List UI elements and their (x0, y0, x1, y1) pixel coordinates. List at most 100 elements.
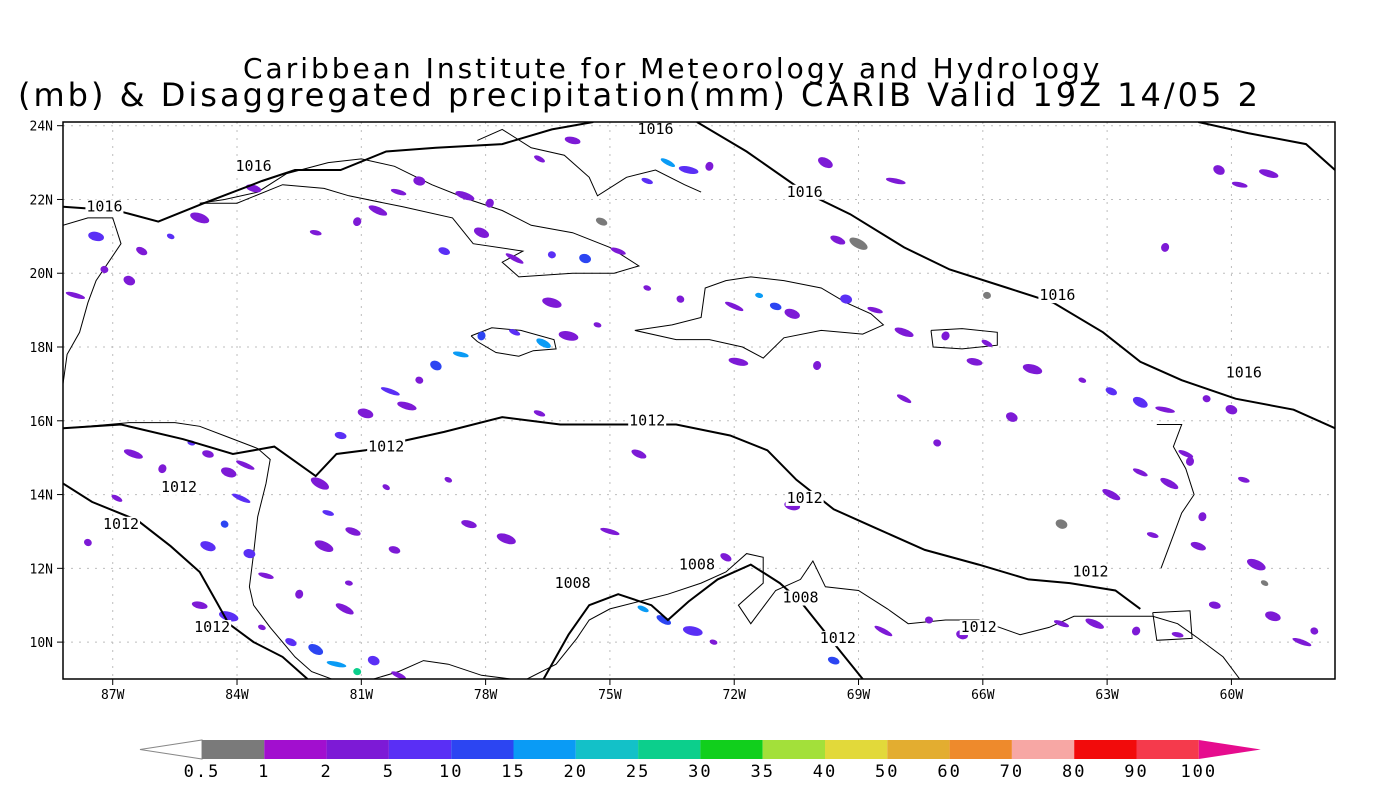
isobar-label: 1008 (555, 574, 591, 592)
precip-cell (335, 603, 354, 615)
precip-cell (344, 580, 353, 586)
precip-cell (430, 360, 442, 371)
coastline-trinidad (1152, 610, 1193, 641)
isobar-label-bg (781, 590, 820, 606)
isobar-label: 1016 (1226, 364, 1262, 382)
precip-cell (728, 357, 749, 366)
colorbar-label: 70 (1000, 762, 1024, 782)
precip-cell (1259, 169, 1279, 178)
map-gridlines (63, 122, 1335, 679)
colorbar-swatch (638, 740, 701, 759)
colorbar-label: 35 (750, 762, 774, 782)
colorbar-label: 2 (320, 762, 332, 782)
isobar-1008 (542, 563, 864, 679)
precip-cell (1208, 601, 1221, 609)
precip-cell (1198, 512, 1207, 522)
precip-cell (1078, 377, 1087, 383)
precip-cell (1185, 456, 1195, 466)
isobar-label: 1008 (782, 589, 818, 607)
x-tick-label: 72W (722, 688, 746, 703)
precip-cell (84, 538, 92, 547)
isobar-label-bg (628, 413, 667, 429)
isobar-labels: 1016 1016 1016 1016 1016 1016 1012 1012 1012 1012… (85, 122, 1263, 647)
y-tick-label: 24N (30, 120, 53, 135)
precip-cell (367, 655, 380, 666)
precip-cell (1055, 519, 1068, 529)
isobar-label: 1012 (629, 411, 665, 429)
y-tick-label: 14N (30, 489, 53, 504)
precip-cell (1246, 558, 1266, 571)
precip-cell (709, 639, 718, 645)
precip-cell (1237, 476, 1250, 483)
colorbar-label: 80 (1062, 762, 1086, 782)
precip-cell (258, 624, 266, 631)
precip-cell (1202, 395, 1211, 403)
isobar-label: 1012 (194, 618, 230, 636)
colorbar-swatch (264, 740, 327, 759)
precip-cell (966, 357, 983, 366)
colorbar-label: 50 (875, 762, 899, 782)
precip-cell (413, 176, 426, 186)
precip-cell (595, 217, 608, 226)
precip-cell (1146, 532, 1159, 539)
colorbar-swatch (513, 740, 576, 759)
precip-cell (220, 520, 229, 528)
precip-cell (236, 460, 255, 470)
coastline-hispaniola (634, 276, 885, 359)
precip-cell (326, 660, 347, 668)
y-tick-label: 18N (30, 341, 53, 356)
precip-cell (415, 376, 424, 384)
y-tick-label: 20N (30, 267, 53, 282)
precip-cell (827, 656, 840, 665)
x-tick-label: 84W (225, 688, 249, 703)
y-tick-label: 12N (30, 562, 53, 577)
colorbar-swatch (326, 740, 389, 759)
isobar-label-bg (677, 557, 716, 573)
precip-cell (941, 331, 950, 341)
precip-cell (678, 165, 699, 175)
precip-cell (1171, 631, 1184, 638)
precip-cell (353, 217, 362, 226)
isobar-label-bg (785, 490, 824, 506)
precip-cell (631, 449, 647, 459)
y-tick-label: 16N (30, 415, 53, 430)
colorbar-swatch (388, 740, 452, 759)
plot-frame (62, 121, 1336, 680)
isobar-label: 1012 (103, 515, 139, 533)
precip-cell (136, 246, 148, 256)
coastline-colombia-coast (526, 553, 1241, 679)
precip-cell (676, 295, 685, 303)
isobar-label-bg (1224, 365, 1263, 381)
precip-cell (725, 301, 744, 312)
precip-cell (322, 510, 335, 516)
precip-cell (391, 671, 406, 679)
precip-cell (1310, 627, 1319, 635)
isobar-label: 1012 (787, 489, 823, 507)
precip-cell (232, 493, 251, 503)
precip-cell (656, 615, 672, 625)
precip-cell (191, 601, 208, 610)
chart-title-line-1: Caribbean Institute for Meteorology and … (243, 52, 1103, 85)
colorbar-swatch (1011, 740, 1075, 759)
x-tick-label: 78W (474, 688, 498, 703)
precip-cell (190, 212, 210, 224)
precip-cell (593, 322, 602, 328)
colorbar-swatch (575, 740, 639, 759)
coastline-bahamas (477, 128, 702, 197)
x-tick-label: 69W (847, 688, 871, 703)
precip-cell (682, 626, 703, 636)
precip-cell (813, 361, 822, 370)
precip-cell (509, 328, 521, 336)
precip-cell (380, 387, 400, 396)
colorbar-label: 60 (937, 762, 961, 782)
precip-cell (755, 292, 764, 298)
precip-cell (784, 308, 800, 319)
precipitation-cells (65, 136, 1319, 679)
precip-cell (496, 533, 516, 545)
precip-cell (202, 450, 214, 458)
colorbar-label: 1 (258, 762, 270, 782)
y-tick-label: 22N (30, 193, 53, 208)
precip-cell (314, 540, 334, 552)
precip-cell (610, 247, 626, 255)
precip-cell (641, 177, 653, 185)
